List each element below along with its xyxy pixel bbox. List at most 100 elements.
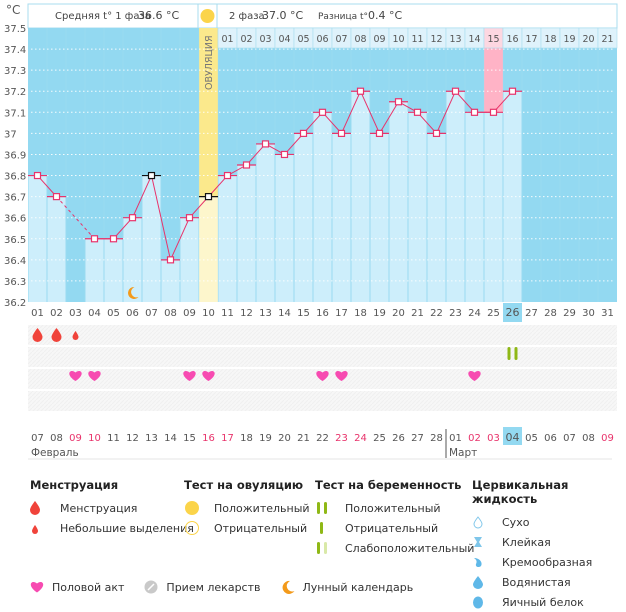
calendar-date: 03 bbox=[487, 433, 500, 444]
diff-value: 0.4 °C bbox=[368, 9, 402, 22]
legend-item-sticky: Клейкая bbox=[472, 532, 626, 552]
filled-circle-icon bbox=[184, 500, 206, 516]
x-tick-label: 26 bbox=[506, 306, 520, 319]
faint-line-icon bbox=[315, 540, 337, 556]
post-ovulation-day-label: 20 bbox=[582, 34, 594, 45]
post-ovulation-day-label: 21 bbox=[601, 34, 613, 45]
x-tick-label: 18 bbox=[354, 308, 367, 319]
x-tick-label: 25 bbox=[487, 308, 500, 319]
x-tick-label: 06 bbox=[126, 308, 139, 319]
post-ovulation-day-label: 13 bbox=[449, 34, 461, 45]
temperature-line-segment bbox=[170, 217, 190, 261]
heart-icon bbox=[88, 370, 101, 381]
temperature-point bbox=[280, 150, 289, 159]
y-tick-label: 36.5 bbox=[4, 235, 26, 246]
heart-icon bbox=[335, 370, 348, 381]
temperature-bar bbox=[47, 196, 66, 302]
calendar-date: 16 bbox=[202, 433, 215, 444]
post-ovulation-day-label: 18 bbox=[544, 34, 556, 45]
post-ovulation-day-label: 12 bbox=[430, 34, 442, 45]
temperature-point bbox=[413, 108, 422, 116]
temperature-point bbox=[470, 108, 479, 116]
legend-item-lunar: Лунный календарь bbox=[281, 580, 413, 594]
legend-item-egg-white: Яичный белок bbox=[472, 592, 626, 612]
calendar-date: 02 bbox=[468, 433, 481, 444]
post-ovulation-day-label: 19 bbox=[563, 34, 575, 45]
legend-label: Отрицательный bbox=[214, 521, 308, 535]
x-tick-label: 21 bbox=[411, 308, 424, 319]
today-calendar-highlight bbox=[503, 427, 522, 445]
y-tick-label: 37.3 bbox=[4, 66, 26, 77]
temperature-point bbox=[337, 129, 346, 137]
x-tick-label: 28 bbox=[544, 308, 557, 319]
legend-title: Цервикальная жидкость bbox=[472, 478, 569, 506]
legend-label: Слабоположительный bbox=[345, 541, 475, 555]
legend-label: Прием лекарств bbox=[166, 580, 261, 594]
heart-icon bbox=[468, 370, 481, 381]
temperature-point bbox=[261, 140, 270, 148]
phase2-value: 37.0 °C bbox=[262, 9, 303, 22]
legend-label: Яичный белок bbox=[502, 595, 584, 609]
y-tick-label: 37.2 bbox=[4, 87, 26, 98]
heart-icon bbox=[202, 370, 215, 381]
calendar-date: 27 bbox=[411, 433, 424, 444]
legend-title: Менструация bbox=[30, 478, 119, 492]
diff-label: Разница t° bbox=[318, 12, 368, 22]
x-tick-label: 22 bbox=[430, 308, 443, 319]
x-tick-label: 13 bbox=[259, 308, 272, 319]
x-tick-label: 31 bbox=[601, 308, 614, 319]
legend-label: Половой акт bbox=[52, 580, 125, 594]
heart-icon bbox=[30, 581, 44, 593]
legend-item-ovulation-positive: Положительный bbox=[184, 498, 310, 518]
temperature-point bbox=[223, 171, 232, 180]
calendar-date: 23 bbox=[335, 433, 348, 444]
post-ovulation-day-label: 14 bbox=[468, 34, 480, 45]
calendar-date: 22 bbox=[316, 433, 329, 444]
post-ovulation-day-cell bbox=[597, 27, 618, 49]
y-tick-label: 36.2 bbox=[4, 298, 26, 309]
temperature-bar bbox=[389, 101, 408, 303]
pregnancy-test-line bbox=[514, 347, 518, 360]
y-tick-label: 37.1 bbox=[4, 108, 26, 119]
legend-item-medication: Прием лекарств bbox=[144, 580, 261, 594]
plot-area: ОВУЛЯЦИЯ 01 02 03 04 05 06 07 08 09 10 11 12 13 14 15 16… bbox=[28, 27, 618, 303]
bbt-chart-page: °C Средняя t° 1 фаза 36.6 °C 2 фаза 37.0… bbox=[4, 3, 618, 609]
legend-item-menstruation: Менструация bbox=[30, 498, 194, 518]
temperature-point bbox=[242, 161, 251, 169]
x-tick-label: 04 bbox=[88, 308, 101, 319]
temperature-line-segment bbox=[132, 175, 152, 218]
legend-cervical-fluid: Цервикальная жидкость Сухо Клейкая Кремо… bbox=[472, 478, 626, 612]
post-ovulation-day-label: 01 bbox=[221, 34, 233, 45]
legend-item-dry: Сухо bbox=[472, 512, 626, 532]
temperature-point bbox=[299, 129, 308, 137]
x-tick-label: 23 bbox=[449, 308, 462, 319]
phase2-label: 2 фаза bbox=[229, 11, 265, 22]
calendar-date: 07 bbox=[563, 433, 576, 444]
temperature-point bbox=[356, 87, 365, 95]
temperature-bar bbox=[465, 112, 484, 302]
symbol-row-bg bbox=[28, 391, 617, 411]
y-tick-label: 36.4 bbox=[4, 256, 26, 267]
calendar-date: 08 bbox=[50, 433, 63, 444]
legend-item-watery: Водянистая bbox=[472, 572, 626, 592]
x-tick-label: 11 bbox=[221, 308, 234, 319]
today-highlight bbox=[503, 303, 522, 322]
calendar-date: 24 bbox=[354, 433, 367, 444]
x-tick-label: 30 bbox=[582, 308, 595, 319]
calendar-date: 09 bbox=[69, 433, 82, 444]
post-ovulation-day-label: 03 bbox=[259, 34, 271, 45]
y-tick-label: 36.7 bbox=[4, 193, 26, 204]
post-ovulation-day-label: 06 bbox=[316, 34, 328, 45]
legend-label: Отрицательный bbox=[345, 521, 439, 535]
calendar-date: 12 bbox=[126, 433, 139, 444]
post-ovulation-day-label: 04 bbox=[278, 34, 290, 45]
blood-drop-icon bbox=[30, 500, 52, 516]
y-tick-label: 37.4 bbox=[4, 45, 26, 56]
legend-item-creamy: Кремообразная bbox=[472, 552, 626, 572]
blood-drop-icon bbox=[32, 328, 43, 342]
legend-label: Кремообразная bbox=[502, 555, 593, 569]
temperature-point bbox=[166, 256, 175, 264]
legend-label: Сухо bbox=[502, 515, 530, 529]
y-tick-label: 36.9 bbox=[4, 150, 26, 161]
calendar-date: 07 bbox=[31, 433, 44, 444]
